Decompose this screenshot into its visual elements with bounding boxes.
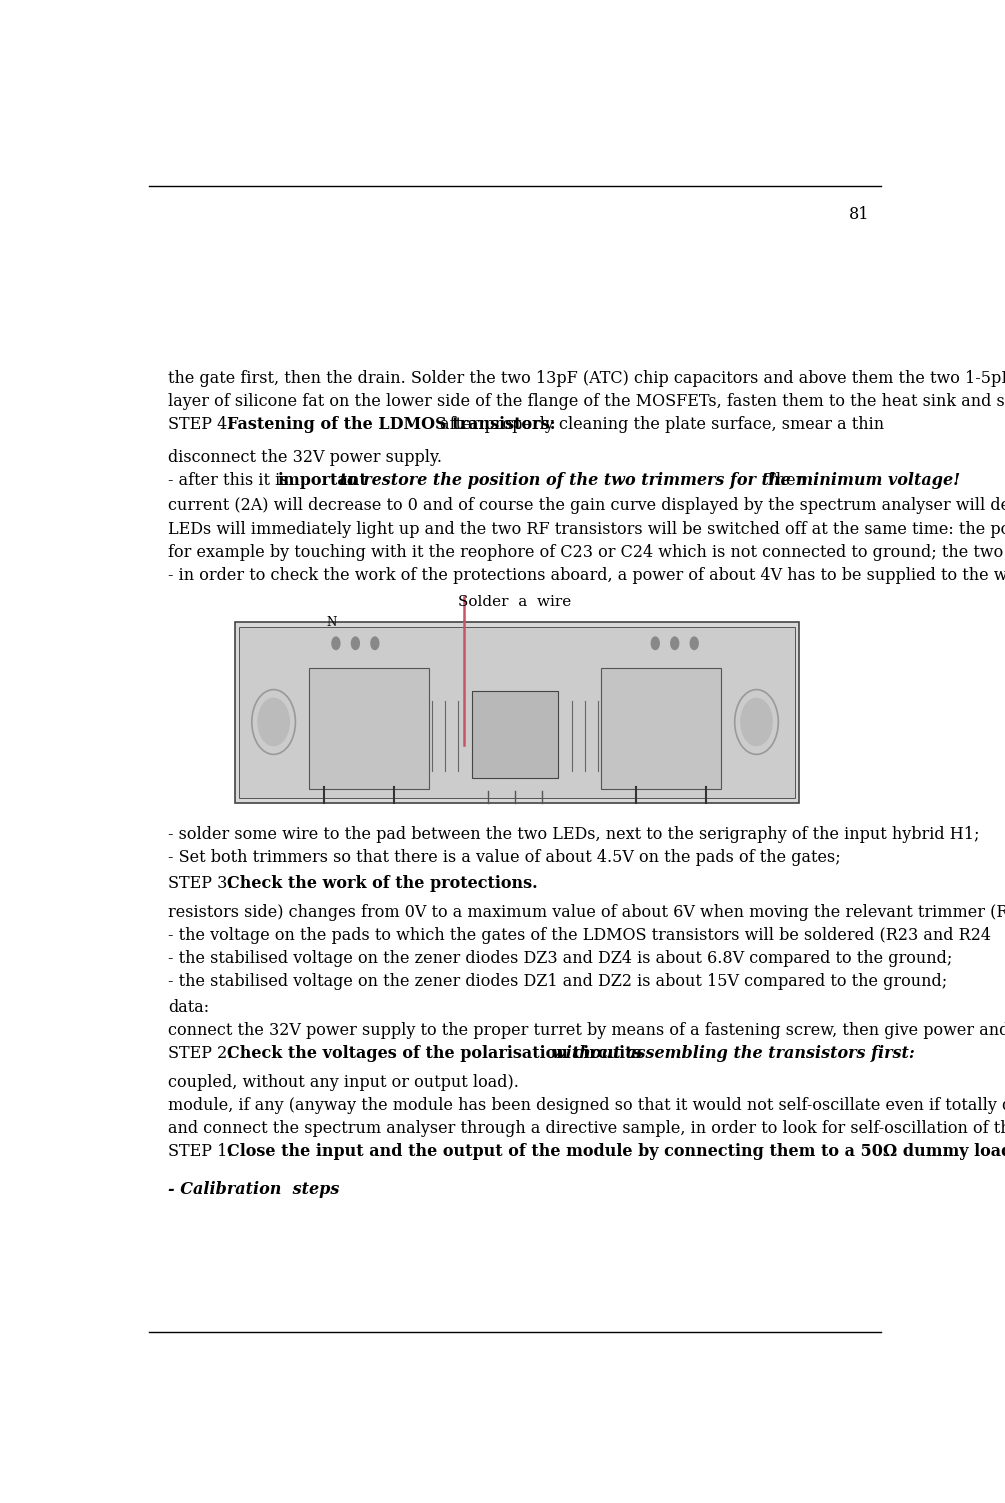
Circle shape bbox=[332, 636, 341, 651]
Text: current (2A) will decrease to 0 and of course the gain curve displayed by the sp: current (2A) will decrease to 0 and of c… bbox=[169, 497, 1005, 514]
Text: STEP 3.: STEP 3. bbox=[169, 875, 233, 891]
Bar bbox=[601, 667, 722, 789]
Text: Solder  a  wire: Solder a wire bbox=[458, 595, 572, 609]
Text: LEDs will immediately light up and the two RF transistors will be switched off a: LEDs will immediately light up and the t… bbox=[169, 520, 1005, 538]
Text: N: N bbox=[327, 616, 337, 630]
Text: - the stabilised voltage on the zener diodes DZ1 and DZ2 is about 15V compared t: - the stabilised voltage on the zener di… bbox=[169, 972, 948, 990]
Text: data:: data: bbox=[169, 998, 210, 1016]
Bar bbox=[472, 691, 558, 777]
Text: after properly cleaning the plate surface, smear a thin: after properly cleaning the plate surfac… bbox=[435, 416, 884, 433]
Text: without assembling the transistors first:: without assembling the transistors first… bbox=[553, 1045, 916, 1063]
Circle shape bbox=[370, 636, 380, 651]
Circle shape bbox=[689, 636, 698, 651]
Text: module, if any (anyway the module has been designed so that it would not self-os: module, if any (anyway the module has be… bbox=[169, 1097, 1005, 1114]
Text: - solder some wire to the pad between the two LEDs, next to the serigraphy of th: - solder some wire to the pad between th… bbox=[169, 827, 980, 843]
Text: STEP 4.: STEP 4. bbox=[169, 416, 233, 433]
Bar bbox=[309, 667, 429, 789]
Circle shape bbox=[257, 697, 290, 747]
Text: Then: Then bbox=[761, 472, 806, 488]
Text: the gate first, then the drain. Solder the two 13pF (ATC) chip capacitors and ab: the gate first, then the drain. Solder t… bbox=[169, 370, 1005, 388]
Text: and connect the spectrum analyser through a directive sample, in order to look f: and connect the spectrum analyser throug… bbox=[169, 1120, 1005, 1138]
Circle shape bbox=[740, 697, 773, 747]
Text: disconnect the 32V power supply.: disconnect the 32V power supply. bbox=[169, 449, 442, 466]
Circle shape bbox=[670, 636, 679, 651]
Circle shape bbox=[351, 636, 360, 651]
Text: to restore the position of the two trimmers for the minimum voltage!: to restore the position of the two trimm… bbox=[334, 472, 960, 488]
Text: 81: 81 bbox=[849, 206, 869, 222]
Text: - after this it is: - after this it is bbox=[169, 472, 294, 488]
Text: STEP 1.: STEP 1. bbox=[169, 1144, 233, 1160]
Text: - the stabilised voltage on the zener diodes DZ3 and DZ4 is about 6.8V compared : - the stabilised voltage on the zener di… bbox=[169, 950, 953, 966]
Text: - the voltage on the pads to which the gates of the LDMOS transistors will be so: - the voltage on the pads to which the g… bbox=[169, 927, 992, 944]
Text: important: important bbox=[277, 472, 367, 488]
Bar bbox=[238, 627, 796, 798]
Text: layer of silicone fat on the lower side of the flange of the MOSFETs, fasten the: layer of silicone fat on the lower side … bbox=[169, 394, 1005, 410]
Text: Check the work of the protections.: Check the work of the protections. bbox=[227, 875, 538, 891]
Text: resistors side) changes from 0V to a maximum value of about 6V when moving the r: resistors side) changes from 0V to a max… bbox=[169, 903, 1005, 921]
Text: - Set both trimmers so that there is a value of about 4.5V on the pads of the ga: - Set both trimmers so that there is a v… bbox=[169, 849, 841, 866]
Text: - Calibration  steps: - Calibration steps bbox=[169, 1181, 340, 1198]
Text: Close the input and the output of the module by connecting them to a 50Ω dummy l: Close the input and the output of the mo… bbox=[227, 1144, 1005, 1160]
Text: - in order to check the work of the protections aboard, a power of about 4V has : - in order to check the work of the prot… bbox=[169, 567, 1005, 583]
Text: Check the voltages of the polarisation circuits: Check the voltages of the polarisation c… bbox=[227, 1045, 647, 1063]
Text: coupled, without any input or output load).: coupled, without any input or output loa… bbox=[169, 1073, 520, 1091]
Text: connect the 32V power supply to the proper turret by means of a fastening screw,: connect the 32V power supply to the prop… bbox=[169, 1022, 1005, 1039]
Text: STEP 2.: STEP 2. bbox=[169, 1045, 233, 1063]
Circle shape bbox=[650, 636, 660, 651]
Text: Fastening of the LDMOS transistors:: Fastening of the LDMOS transistors: bbox=[227, 416, 556, 433]
Text: for example by touching with it the reophore of C23 or C24 which is not connecte: for example by touching with it the reop… bbox=[169, 544, 1005, 561]
Bar bbox=[235, 622, 799, 803]
